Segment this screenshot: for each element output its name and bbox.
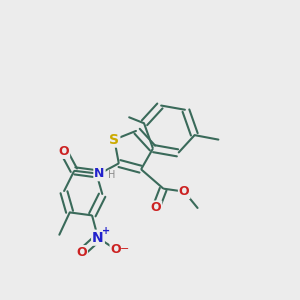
Text: O: O (76, 246, 87, 259)
Text: O: O (58, 145, 69, 158)
Text: −: − (119, 244, 129, 254)
Text: +: + (102, 226, 110, 236)
Text: O: O (110, 243, 121, 256)
Text: O: O (179, 185, 190, 198)
Text: H: H (108, 170, 116, 180)
Text: N: N (94, 167, 105, 180)
Text: N: N (92, 231, 104, 245)
Text: S: S (109, 133, 119, 147)
Text: O: O (151, 202, 161, 214)
